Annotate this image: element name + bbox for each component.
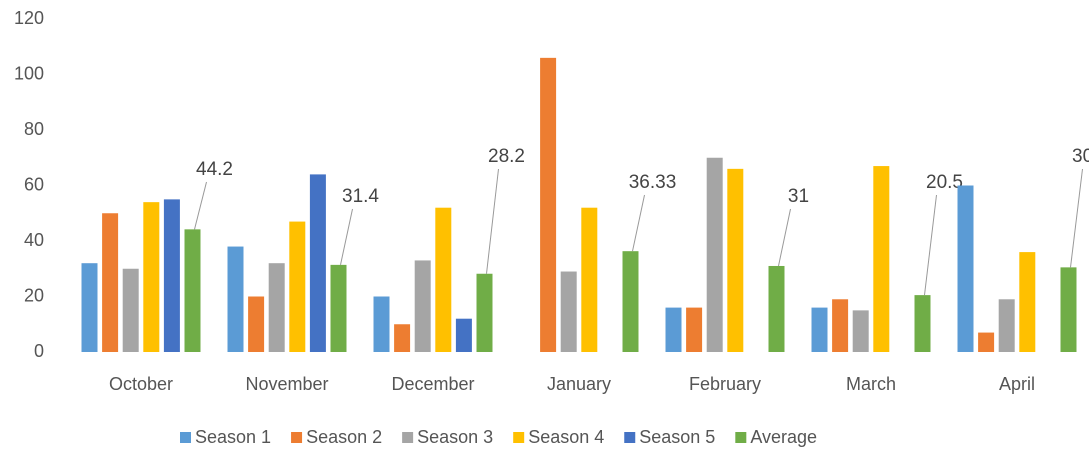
- bar: [102, 213, 119, 352]
- bar: [184, 229, 201, 352]
- bar: [122, 268, 139, 352]
- legend-label: Average: [750, 427, 817, 447]
- bar: [560, 271, 577, 352]
- y-tick-label: 40: [24, 230, 44, 250]
- x-tick-label: October: [109, 374, 173, 394]
- x-tick-label: January: [547, 374, 611, 394]
- bar: [811, 307, 828, 352]
- bar: [143, 202, 160, 352]
- bar: [81, 263, 98, 352]
- bar: [476, 273, 493, 352]
- bar: [957, 185, 974, 352]
- bar: [727, 168, 744, 352]
- bar: [978, 332, 995, 352]
- y-tick-label: 20: [24, 285, 44, 305]
- bar: [435, 207, 452, 352]
- leader-line: [778, 208, 791, 267]
- legend-label: Season 2: [306, 427, 382, 447]
- bar: [455, 318, 472, 352]
- bar: [686, 307, 703, 352]
- bar: [373, 296, 390, 352]
- bar: [873, 166, 890, 352]
- bar: [540, 57, 557, 352]
- bar: [622, 251, 639, 352]
- bar: [330, 264, 347, 352]
- legend-swatch: [735, 432, 747, 443]
- legend-swatch: [402, 432, 414, 443]
- y-tick-label: 80: [24, 119, 44, 139]
- leader-line: [340, 208, 353, 265]
- bar: [832, 299, 849, 352]
- legend-swatch: [180, 432, 191, 443]
- leader-line: [632, 194, 645, 252]
- bar: [706, 157, 723, 352]
- y-tick-label: 100: [14, 63, 44, 83]
- bar: [768, 265, 785, 352]
- legend-label: Season 1: [195, 427, 271, 447]
- data-label: 20.5: [926, 172, 963, 193]
- x-tick-label: April: [999, 374, 1035, 394]
- y-tick-label: 60: [24, 174, 44, 194]
- legend-label: Season 5: [639, 427, 715, 447]
- data-label: 44.2: [196, 159, 233, 180]
- legend-label: Season 3: [417, 427, 493, 447]
- bar: [248, 296, 265, 352]
- x-tick-label: February: [689, 374, 761, 394]
- y-tick-label: 0: [34, 341, 44, 361]
- bar: [852, 310, 869, 352]
- bar: [227, 246, 244, 352]
- bar: [998, 299, 1015, 352]
- bar: [414, 260, 431, 352]
- bar: [394, 324, 411, 352]
- data-label: 31: [788, 186, 809, 207]
- data-label: 36.33: [629, 172, 677, 193]
- x-tick-label: December: [391, 374, 474, 394]
- bar: [309, 174, 326, 352]
- legend-label: Season 4: [528, 427, 604, 447]
- leader-line: [486, 168, 499, 274]
- legend-swatch: [624, 432, 636, 443]
- bar: [163, 199, 180, 352]
- bar: [665, 307, 682, 352]
- bar: [268, 263, 285, 352]
- y-tick-label: 120: [14, 8, 44, 28]
- x-tick-label: November: [245, 374, 328, 394]
- bar: [914, 295, 931, 352]
- leader-line: [194, 181, 207, 230]
- bar: [1019, 252, 1036, 352]
- data-label: 30.5: [1072, 146, 1089, 167]
- data-label: 31.4: [342, 186, 379, 207]
- data-label: 28.2: [488, 146, 525, 167]
- bar: [1060, 267, 1077, 352]
- legend-swatch: [291, 432, 303, 443]
- leader-line: [1070, 168, 1083, 268]
- bar: [581, 207, 598, 352]
- leader-line: [924, 194, 937, 296]
- legend-swatch: [513, 432, 525, 443]
- bar: [289, 221, 306, 352]
- x-tick-label: March: [846, 374, 896, 394]
